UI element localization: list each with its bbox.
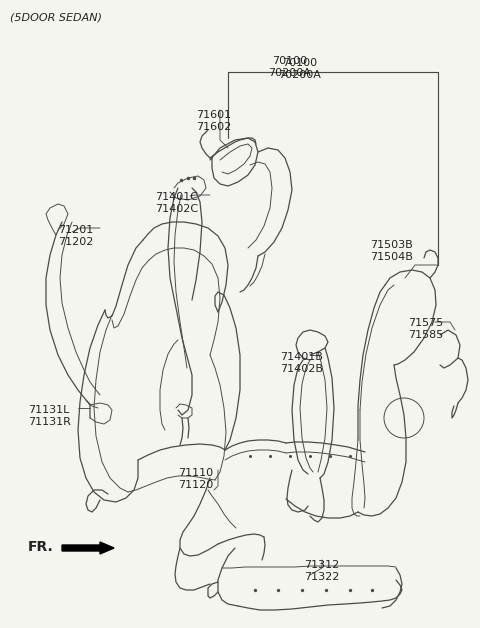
Text: 71312
71322: 71312 71322 xyxy=(304,560,340,582)
Text: 71575
71585: 71575 71585 xyxy=(408,318,443,340)
Text: 71601
71602: 71601 71602 xyxy=(196,110,231,132)
Text: FR.: FR. xyxy=(28,540,54,554)
Text: 71401C
71402C: 71401C 71402C xyxy=(155,192,198,214)
Text: 71201
71202: 71201 71202 xyxy=(58,225,94,247)
Text: 71131L
71131R: 71131L 71131R xyxy=(28,405,71,426)
Text: (5DOOR SEDAN): (5DOOR SEDAN) xyxy=(10,12,102,22)
Text: 71401B
71402B: 71401B 71402B xyxy=(280,352,323,374)
Text: 70100
70200A: 70100 70200A xyxy=(269,56,312,78)
Text: 71503B
71504B: 71503B 71504B xyxy=(370,240,413,262)
Text: 70100
70200A: 70100 70200A xyxy=(278,58,322,80)
Text: 71110
71120: 71110 71120 xyxy=(178,468,213,490)
FancyArrow shape xyxy=(62,542,114,554)
